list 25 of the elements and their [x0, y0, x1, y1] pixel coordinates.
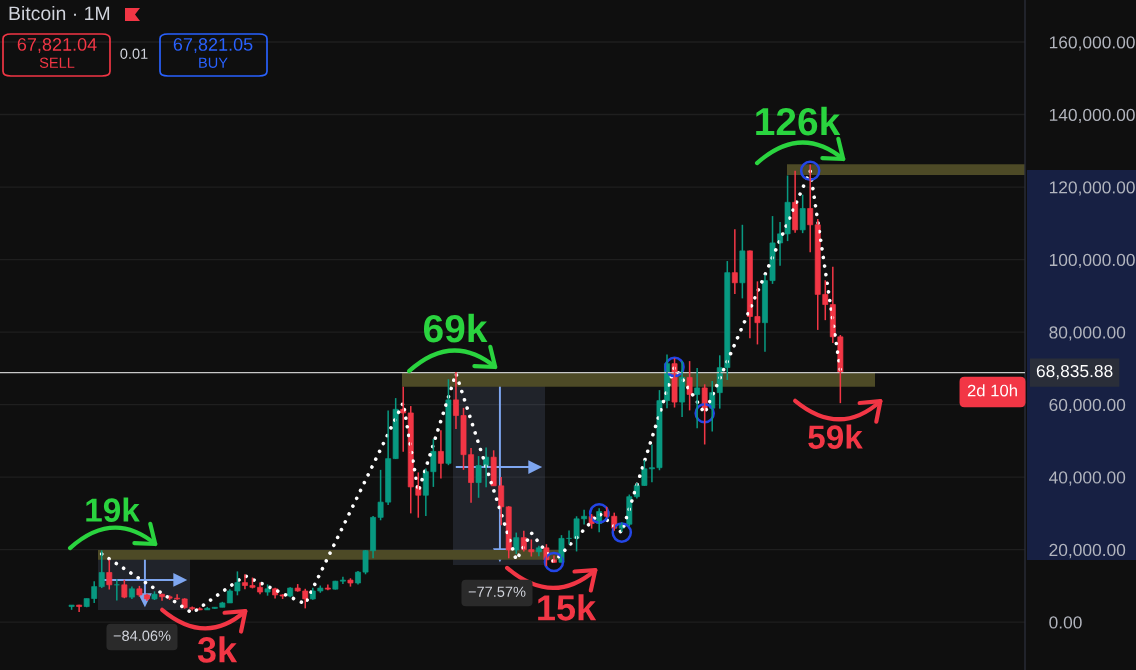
y-tick-label: 80,000.00 [1049, 326, 1126, 341]
annotation: 19k [86, 497, 140, 522]
annotation: SELL [39, 57, 75, 68]
y-tick-label: 20,000.00 [1049, 543, 1126, 559]
annotation: 59k [808, 424, 863, 449]
annotation: 2d 10h [967, 384, 1017, 397]
annotation: 3k [197, 636, 238, 663]
y-tick-label: 120,000.00 [1049, 181, 1135, 196]
annotation: −84.06% [113, 630, 171, 641]
y-tick-label: 100,000.00 [1049, 253, 1135, 269]
annotation: −77.57% [468, 586, 526, 597]
y-tick-label: 140,000.00 [1049, 108, 1135, 124]
y-tick-label: 40,000.00 [1049, 471, 1126, 486]
annotation: 126k [756, 106, 841, 136]
annotation: BUY [199, 57, 228, 68]
annotation: 0.01 [120, 48, 148, 59]
annotation: 69k [423, 313, 488, 343]
annotation: 67,821.05 [173, 38, 253, 53]
annotation: 15k [538, 594, 597, 621]
ref-line-label: 68,835.88 [1036, 364, 1113, 380]
y-tick-label: 160,000.00 [1049, 36, 1135, 51]
annotation: 67,821.04 [17, 38, 97, 53]
y-tick-label: 0.00 [1049, 616, 1082, 629]
y-tick-label: 60,000.00 [1049, 398, 1126, 414]
chart-title: Bitcoin · 1M [9, 5, 110, 21]
